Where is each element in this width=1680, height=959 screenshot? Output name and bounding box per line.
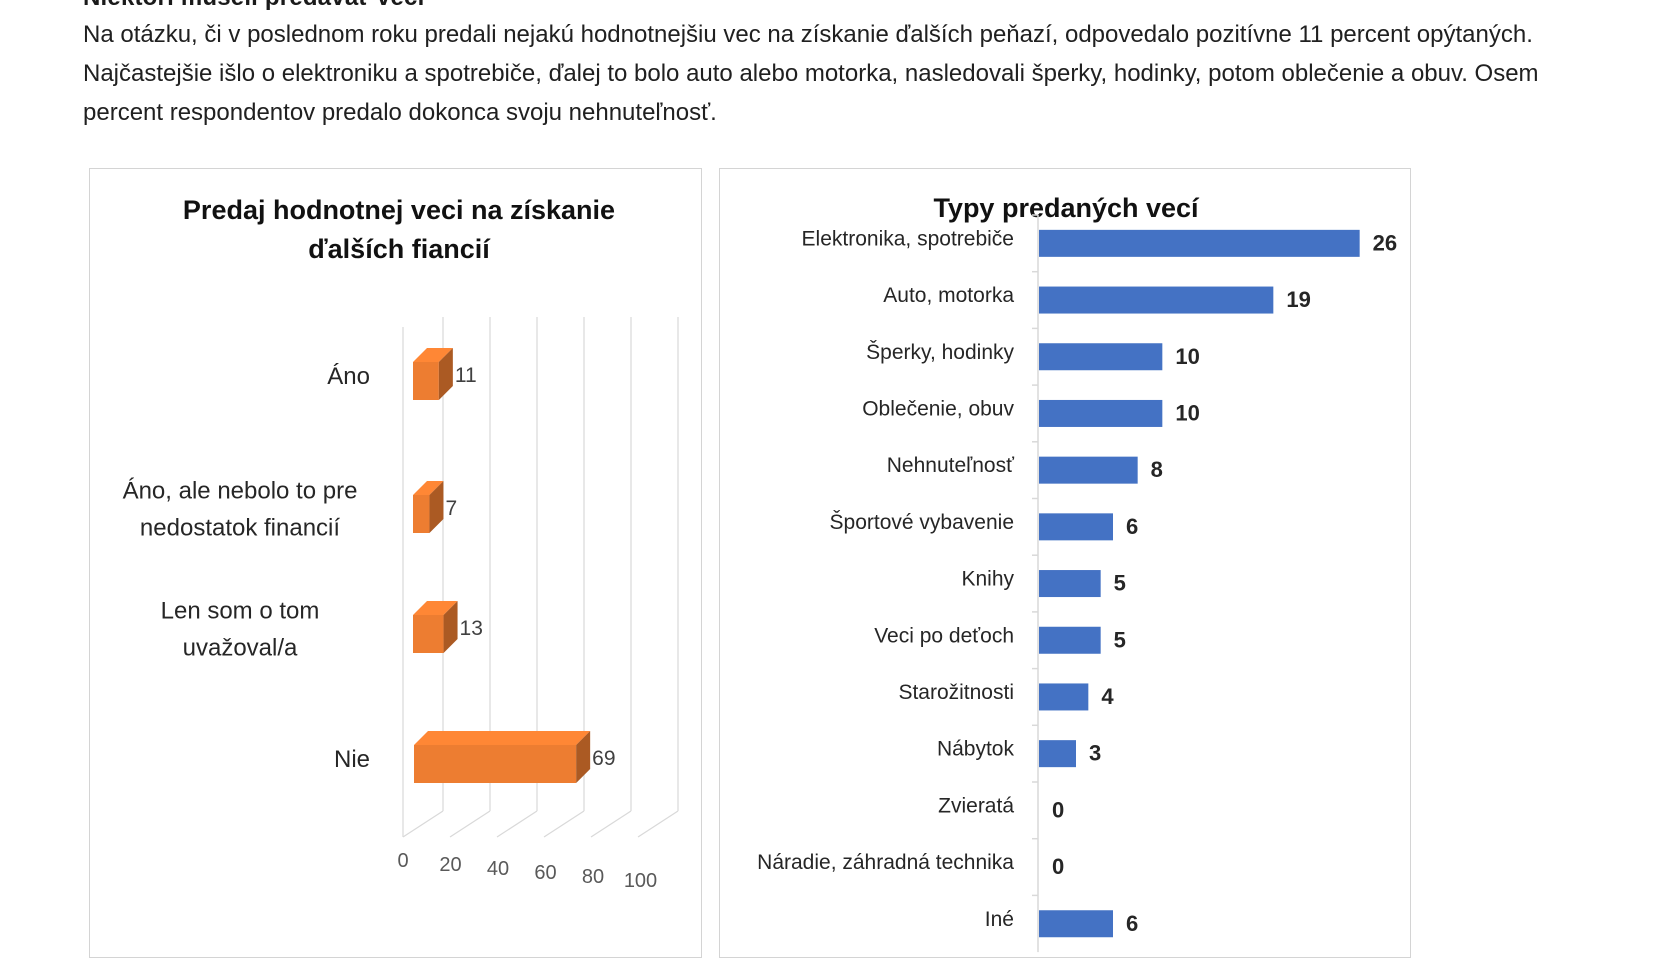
data-label: 19 xyxy=(1286,287,1310,312)
bar-3d xyxy=(413,348,453,400)
category-label: Auto, motorka xyxy=(883,284,1014,307)
category-label: Áno, ale nebolo to pre xyxy=(123,478,358,505)
bar-side xyxy=(429,481,444,533)
bar xyxy=(1039,683,1089,711)
x-tick-label: 60 xyxy=(534,862,556,884)
bar-side xyxy=(438,348,453,400)
chart-title-line1: Predaj hodnotnej veci na získanie xyxy=(182,195,616,225)
bar-front xyxy=(413,495,430,533)
bar xyxy=(1039,229,1360,257)
chart-title: Typy predaných vecí xyxy=(933,193,1199,223)
bar-side xyxy=(443,601,458,653)
data-label: 8 xyxy=(1151,457,1163,482)
category-label: uvažoval/a xyxy=(183,635,298,662)
article-paragraph: Na otázku, či v poslednom roku predali n… xyxy=(83,21,1539,126)
x-tick-label: 100 xyxy=(624,870,657,892)
floor-gridline xyxy=(637,810,679,838)
data-label: 0 xyxy=(1052,854,1064,879)
data-label: 10 xyxy=(1175,400,1199,425)
x-tick-label: 80 xyxy=(582,866,604,888)
x-tick-label: 0 xyxy=(397,850,408,872)
chart-plot-3d-bars: 0 20 40 60 80 100 11 Áno 7 Áno, ale nebolo to pre… xyxy=(123,317,679,892)
category-label: Áno xyxy=(327,363,370,390)
data-label: 13 xyxy=(460,617,483,640)
floor-gridline xyxy=(590,810,632,838)
floor-gridline xyxy=(449,810,491,838)
data-label: 6 xyxy=(1126,911,1138,936)
category-label: Elektronika, spotrebiče xyxy=(802,227,1014,250)
data-label: 26 xyxy=(1373,230,1397,255)
bar-top xyxy=(414,731,591,745)
category-label: nedostatok financií xyxy=(140,515,340,542)
x-tick-label: 40 xyxy=(487,858,509,880)
bar-top xyxy=(413,601,458,615)
floor-gridline xyxy=(402,810,444,838)
bar-front xyxy=(413,615,444,653)
data-label: 6 xyxy=(1126,514,1138,539)
data-label: 0 xyxy=(1052,797,1064,822)
bar xyxy=(1039,740,1076,768)
category-label: Len som o tom xyxy=(161,598,320,625)
data-label: 4 xyxy=(1101,684,1114,709)
category-label: Oblečenie, obuv xyxy=(862,397,1014,420)
chart-title: Predaj hodnotnej veci na získanie ďalšíc… xyxy=(90,191,708,269)
category-label: Šperky, hodinky xyxy=(866,341,1014,364)
data-label: 7 xyxy=(445,497,457,520)
floor-gridline xyxy=(543,810,585,838)
bar-top xyxy=(413,481,444,495)
category-label: Veci po deťoch xyxy=(874,624,1014,647)
article-heading: Niektorí museli predávať veci xyxy=(83,0,424,12)
bar-front xyxy=(414,745,577,783)
data-label: 11 xyxy=(455,364,477,387)
bar-side xyxy=(576,731,591,783)
category-label: Knihy xyxy=(961,568,1014,591)
data-label: 69 xyxy=(592,747,615,770)
chart-types-of-sold-items: Typy predaných vecí Elektronika, spotreb… xyxy=(719,168,1411,958)
bar xyxy=(1039,626,1101,654)
category-label: Náradie, záhradná technika xyxy=(757,851,1014,874)
chart-plot-bars: Elektronika, spotrebiče 26 Auto, motorka 19… xyxy=(757,214,1397,953)
category-label: Športové vybavenie xyxy=(830,511,1014,534)
data-label: 5 xyxy=(1114,627,1126,652)
bar-front xyxy=(413,362,439,400)
category-label: Nábytok xyxy=(937,738,1015,761)
data-label: 3 xyxy=(1089,741,1101,766)
bar xyxy=(1039,286,1274,314)
data-label: 10 xyxy=(1175,344,1199,369)
bar xyxy=(1039,910,1113,938)
bar xyxy=(1039,343,1163,371)
floor-gridline xyxy=(496,810,538,838)
chart-sale-of-valuables: Predaj hodnotnej veci na získanie ďalšíc… xyxy=(89,168,702,958)
category-label: Iné xyxy=(985,908,1014,931)
bar-3d xyxy=(413,481,444,533)
bar-3d xyxy=(413,601,458,653)
bar-3d xyxy=(414,731,591,783)
x-tick-label: 20 xyxy=(439,854,461,876)
chart-title-line2: ďalších fiancií xyxy=(308,234,490,264)
category-label: Nehnuteľnosť xyxy=(887,454,1015,477)
bar xyxy=(1039,456,1138,484)
category-label: Zvieratá xyxy=(938,794,1014,817)
bar xyxy=(1039,570,1101,598)
bar xyxy=(1039,399,1163,427)
category-label: Nie xyxy=(334,746,370,773)
data-label: 5 xyxy=(1114,571,1126,596)
bar-top xyxy=(413,348,453,362)
bar xyxy=(1039,513,1113,541)
category-label: Starožitnosti xyxy=(898,681,1014,704)
